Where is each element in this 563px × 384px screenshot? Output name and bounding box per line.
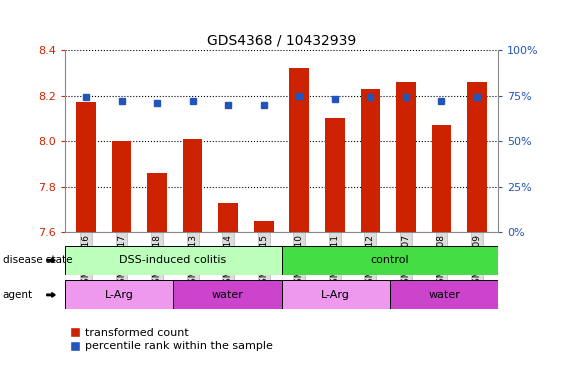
Bar [432,125,451,232]
Bar [390,280,498,309]
Text: DSS-induced colitis: DSS-induced colitis [119,255,227,265]
Text: L-Arg: L-Arg [321,290,350,300]
Text: water: water [211,290,243,300]
Legend: transformed count, percentile rank within the sample: transformed count, percentile rank withi… [70,328,272,351]
Text: disease state: disease state [3,255,72,265]
Bar [282,280,390,309]
Bar [65,280,173,309]
Bar [360,89,380,232]
Bar [148,173,167,232]
Bar [218,203,238,232]
Text: control: control [370,255,409,265]
Bar [112,141,131,232]
Bar [65,246,282,275]
Bar [467,82,486,232]
Bar [396,82,415,232]
Bar [254,221,274,232]
Text: L-Arg: L-Arg [105,290,133,300]
Title: GDS4368 / 10432939: GDS4368 / 10432939 [207,33,356,47]
Text: water: water [428,290,460,300]
Bar [183,139,203,232]
Bar [173,280,282,309]
Bar [282,246,498,275]
Bar [289,68,309,232]
Bar [325,118,345,232]
Bar [77,103,96,232]
Text: agent: agent [3,290,33,300]
